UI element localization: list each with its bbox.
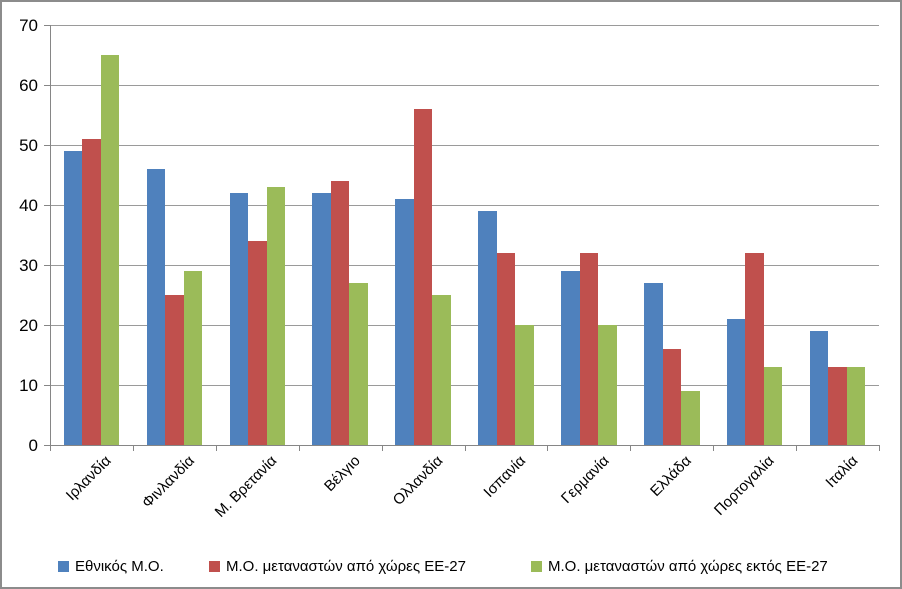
legend-swatch-icon — [531, 561, 542, 572]
bar — [478, 211, 497, 445]
x-axis-category-label: Φινλανδία — [138, 452, 198, 512]
legend-swatch-icon — [58, 561, 69, 572]
bar-group-6 — [465, 25, 548, 445]
bar-group-2 — [133, 25, 216, 445]
plot-area — [50, 25, 879, 445]
y-tick-mark — [44, 145, 50, 146]
gridline-60 — [50, 85, 879, 86]
x-axis-category-label: Πορτογαλία — [711, 452, 778, 519]
gridline-10 — [50, 385, 879, 386]
gridline-30 — [50, 265, 879, 266]
y-tick-mark — [44, 205, 50, 206]
y-axis-tick-label: 20 — [19, 316, 38, 335]
bar — [330, 181, 350, 445]
y-axis-tick-label: 0 — [28, 436, 38, 455]
x-tick-mark — [299, 446, 300, 451]
bar-group-9 — [713, 25, 796, 445]
legend-item-2: Μ.Ο. μεταναστών από χώρες ΕΕ-27 — [209, 558, 466, 575]
y-axis-tick-label: 30 — [19, 256, 38, 275]
bar-group-4 — [299, 25, 382, 445]
gridline-20 — [50, 325, 879, 326]
x-axis-category-label: Ελλάδα — [647, 452, 696, 501]
y-axis-line — [50, 25, 51, 445]
bar — [349, 283, 368, 445]
bar — [644, 283, 663, 445]
x-axis-line — [50, 445, 880, 446]
bar — [165, 295, 184, 445]
bar-group-3 — [216, 25, 299, 445]
x-axis-category-label: Ιταλία — [821, 452, 861, 492]
x-tick-mark — [879, 446, 880, 451]
bar — [598, 325, 617, 445]
bar — [662, 349, 682, 445]
gridline-50 — [50, 145, 879, 146]
bar — [496, 253, 516, 445]
bar-group-1 — [50, 25, 133, 445]
x-tick-mark — [547, 446, 548, 451]
legend-swatch-icon — [209, 561, 220, 572]
bar — [681, 391, 700, 445]
bar — [266, 187, 286, 445]
bar — [846, 367, 866, 445]
bar — [432, 295, 451, 445]
y-tick-mark — [44, 325, 50, 326]
bar-group-7 — [547, 25, 630, 445]
bar — [82, 139, 101, 445]
bar — [561, 271, 580, 445]
bar — [63, 151, 83, 445]
bar — [579, 253, 599, 445]
bar — [726, 319, 746, 445]
x-tick-mark — [465, 446, 466, 451]
legend-label: Μ.Ο. μεταναστών από χώρες ΕΕ-27 — [226, 558, 466, 575]
bar — [745, 253, 764, 445]
bar — [809, 331, 829, 445]
bar-groups — [50, 25, 879, 445]
y-tick-mark — [44, 445, 50, 446]
x-axis-category-label: Μ. Βρετανία — [212, 452, 281, 521]
x-tick-mark — [216, 446, 217, 451]
y-axis-tick-label: 50 — [19, 136, 38, 155]
y-tick-mark — [44, 265, 50, 266]
y-tick-mark — [44, 85, 50, 86]
legend-item-3: Μ.Ο. μεταναστών από χώρες εκτός ΕΕ-27 — [531, 558, 828, 575]
bar — [515, 325, 534, 445]
bar — [100, 55, 120, 445]
y-tick-mark — [44, 25, 50, 26]
gridline-70 — [50, 25, 879, 26]
legend-label: Εθνικός Μ.Ο. — [75, 558, 164, 575]
x-axis-category-label: Ισπανία — [480, 452, 530, 501]
x-tick-mark — [382, 446, 383, 451]
x-axis-category-label: Βέλγιο — [320, 452, 364, 495]
bar — [763, 367, 783, 445]
bar — [183, 271, 203, 445]
x-tick-mark — [796, 446, 797, 451]
bar — [413, 109, 433, 445]
bar — [395, 199, 414, 445]
bar — [312, 193, 331, 445]
x-axis-category-label: Ολλανδία — [389, 452, 447, 509]
x-tick-mark — [713, 446, 714, 451]
y-axis-tick-label: 70 — [19, 16, 38, 35]
bar-group-5 — [382, 25, 465, 445]
x-tick-mark — [50, 446, 51, 451]
y-tick-mark — [44, 385, 50, 386]
legend-label: Μ.Ο. μεταναστών από χώρες εκτός ΕΕ-27 — [548, 558, 828, 575]
bar — [146, 169, 166, 445]
bar — [229, 193, 249, 445]
gridline-40 — [50, 205, 879, 206]
bar-group-10 — [796, 25, 879, 445]
bar-group-8 — [630, 25, 713, 445]
y-axis-tick-label: 60 — [19, 76, 38, 95]
y-axis-tick-label: 10 — [19, 376, 38, 395]
legend: Εθνικός Μ.Ο. Μ.Ο. μεταναστών από χώρες ΕΕ… — [2, 558, 900, 582]
x-axis-category-label: Γερμανία — [557, 452, 613, 507]
x-tick-mark — [133, 446, 134, 451]
bar — [828, 367, 847, 445]
y-axis-tick-label: 40 — [19, 196, 38, 215]
x-axis-category-label: Ιρλανδία — [62, 452, 115, 505]
x-tick-mark — [630, 446, 631, 451]
bar — [248, 241, 267, 445]
legend-item-1: Εθνικός Μ.Ο. — [58, 558, 164, 575]
